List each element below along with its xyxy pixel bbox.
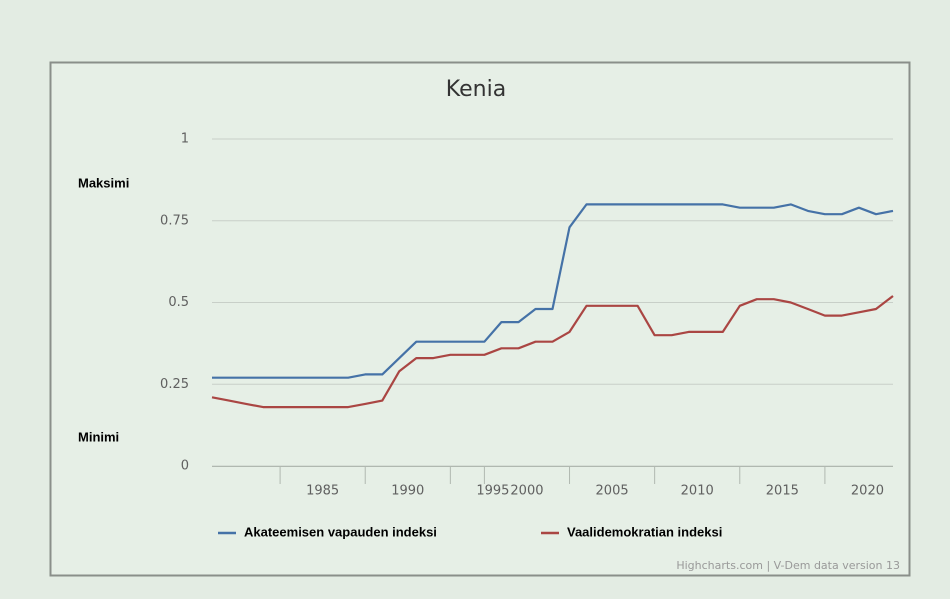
- x-tick-label: 1985: [306, 484, 339, 499]
- y-tick-label: 0.5: [168, 295, 189, 310]
- annotation: Maksimi: [78, 175, 129, 190]
- credits: Highcharts.com | V-Dem data version 13: [676, 559, 900, 572]
- legend-label: Vaalidemokratian indeksi: [567, 524, 722, 539]
- series-line: [211, 295, 894, 409]
- x-tick-label: 2005: [596, 484, 629, 499]
- chart-title: Kenia: [446, 77, 506, 102]
- y-tick-label: 0.25: [160, 377, 189, 392]
- x-tick-label: 2010: [681, 484, 714, 499]
- chart-frame: [49, 61, 911, 577]
- legend-label: Akateemisen vapauden indeksi: [244, 524, 437, 539]
- x-tick-label: 2000: [510, 484, 543, 499]
- x-tick-label: 2015: [766, 484, 799, 499]
- y-tick-label: 1: [181, 132, 189, 147]
- x-tick-label: 1995: [476, 484, 509, 499]
- y-tick-label: 0: [181, 459, 189, 474]
- series-line: [212, 203, 894, 379]
- annotation: Minimi: [78, 429, 119, 444]
- y-tick-label: 0.75: [160, 213, 189, 228]
- x-tick-label: 1990: [391, 484, 424, 499]
- x-tick-label: 2020: [851, 484, 884, 499]
